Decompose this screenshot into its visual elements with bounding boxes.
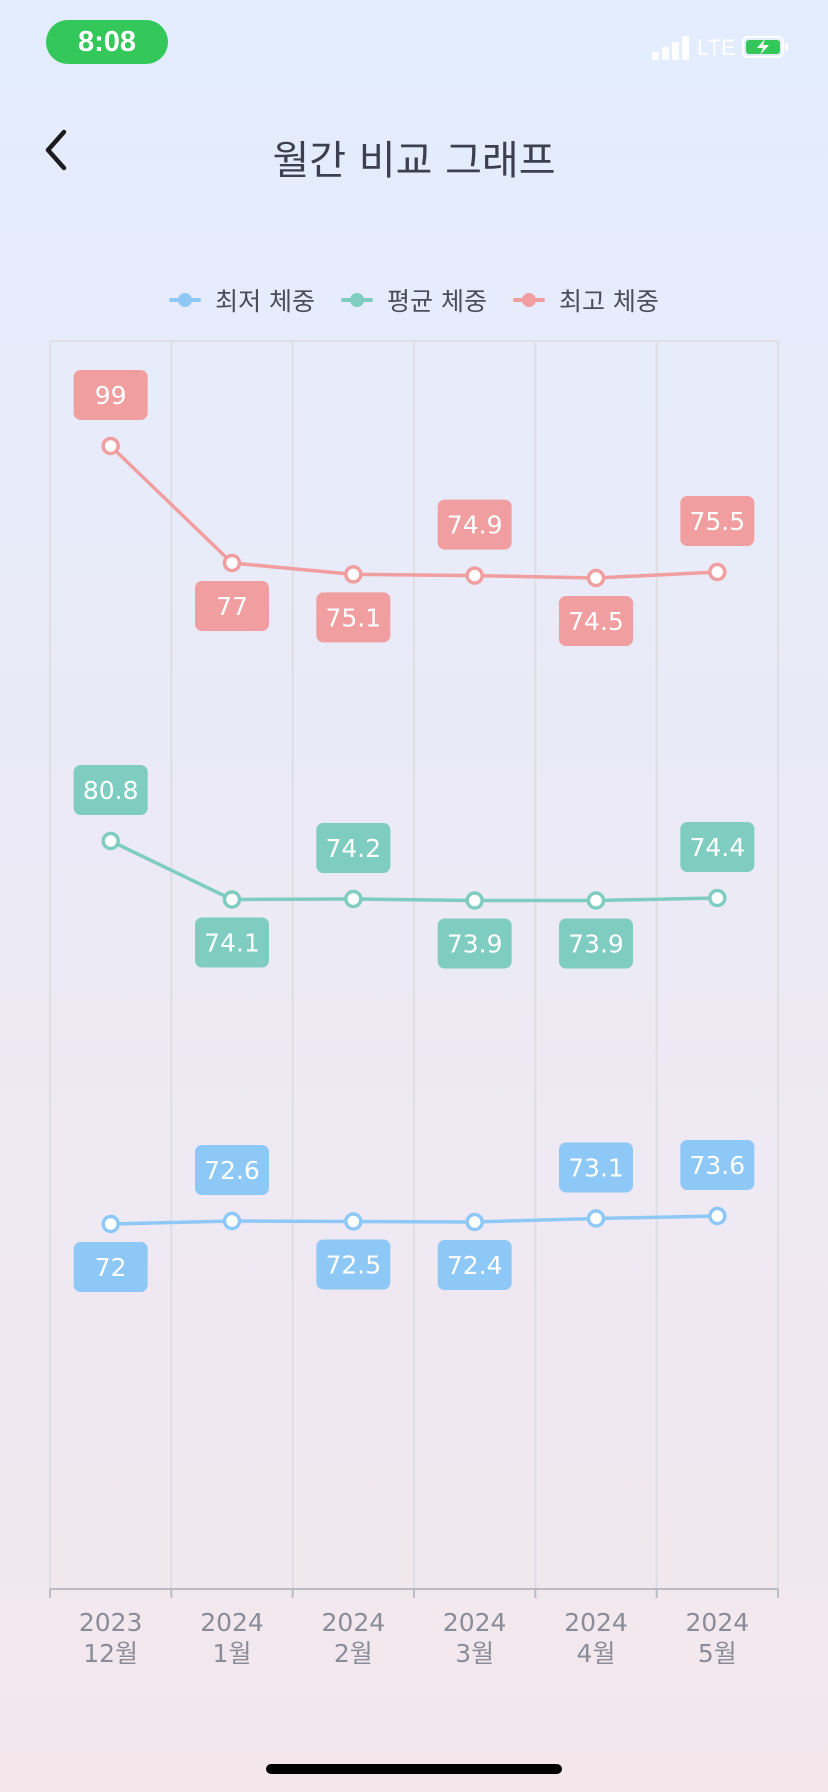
data-label-badge-min [73,1242,148,1292]
network-type: LTE [697,35,736,60]
data-point-min[interactable] [465,1212,484,1232]
data-point-min[interactable] [222,1211,242,1231]
data-point-max[interactable] [101,436,120,456]
x-tick-label-year: 2024 [322,1608,386,1637]
data-label-min: 72.6 [204,1156,260,1185]
data-label-badge-min [680,1140,755,1190]
data-point-max[interactable] [586,568,606,588]
data-label-avg: 74.4 [689,833,745,862]
data-label-badge-avg [437,918,512,969]
data-point-max[interactable] [222,553,242,573]
data-label-badge-max [437,499,512,550]
data-label-max: 74.9 [447,511,503,540]
series-line-avg [109,839,718,903]
data-label-min: 72.4 [447,1251,503,1280]
chevron-left-icon [45,129,67,171]
data-label-min: 73.6 [689,1151,745,1180]
data-label-max: 77 [216,592,248,621]
x-tick-label-month: 12월 [83,1639,138,1668]
data-label-badge-min [437,1240,512,1290]
data-label-badge-min [559,1142,633,1193]
x-tick-label-year: 2024 [564,1608,628,1637]
data-label-avg: 73.9 [447,930,503,959]
data-label-badge-avg [680,822,755,872]
header: 월간 비교 그래프 [0,110,828,190]
x-tick-label-year: 2024 [443,1608,507,1637]
x-tick-label-month: 5월 [698,1639,737,1668]
legend-marker-min-icon [169,293,202,307]
data-label-min: 72 [95,1253,127,1282]
data-point-min[interactable] [586,1209,606,1228]
data-point-max[interactable] [465,566,484,585]
data-label-avg: 73.9 [568,930,624,959]
data-label-badge-min [195,1145,269,1195]
x-tick-label-month: 3월 [455,1639,494,1668]
status-bar: 8:08 LTE [0,0,828,90]
data-label-badge-avg [316,823,391,873]
data-point-avg[interactable] [344,889,363,909]
data-label-badge-avg [559,918,633,969]
legend-label-max: 최고 체중 [558,287,659,316]
data-label-badge-avg [73,765,148,815]
data-label-avg: 80.8 [83,776,139,805]
data-label-badge-max [73,370,148,420]
legend-label-min: 최저 체중 [215,287,316,316]
x-tick-label-month: 2월 [334,1639,373,1668]
legend-item-avg[interactable]: 평균 체중 [341,282,487,318]
data-point-min[interactable] [101,1214,120,1234]
data-label-max: 75.5 [689,507,745,536]
data-point-max[interactable] [708,562,727,582]
x-tick-label-month: 1월 [213,1639,252,1668]
data-point-avg[interactable] [101,831,120,851]
data-label-min: 73.1 [568,1154,624,1183]
data-label-max: 99 [95,381,127,410]
legend-marker-avg-icon [341,293,374,307]
legend-item-max[interactable]: 최고 체중 [512,282,659,318]
data-label-avg: 74.2 [325,834,381,863]
x-tick-label-month: 4월 [577,1639,616,1668]
data-label-badge-max [195,581,269,631]
signal-icon [652,36,692,60]
data-label-max: 74.5 [568,607,624,636]
data-point-avg[interactable] [708,888,727,908]
page-title: 월간 비교 그래프 [272,138,556,184]
data-point-min[interactable] [344,1212,363,1231]
battery-charging-icon [742,36,788,58]
back-button[interactable] [34,124,82,176]
data-point-avg[interactable] [222,890,242,909]
status-time: 8:08 [46,20,168,64]
x-tick-label-year: 2023 [79,1608,143,1637]
series-line-min [110,1214,718,1226]
data-label-badge-avg [195,917,269,968]
data-label-min: 72.5 [325,1251,381,1280]
data-label-badge-max [316,592,391,643]
legend-item-min[interactable]: 최저 체중 [169,282,315,318]
data-label-avg: 74.1 [204,929,260,958]
chart-legend: 최저 체중 평균 체중 최고 체중 [0,280,828,320]
x-tick-label-year: 2024 [200,1608,264,1637]
data-point-max[interactable] [344,565,363,584]
home-indicator [266,1764,562,1774]
data-label-badge-max [559,596,633,646]
data-label-badge-min [316,1239,391,1290]
series-line-max [109,444,718,580]
data-label-max: 75.1 [325,603,381,632]
data-point-avg[interactable] [586,891,606,910]
legend-label-avg: 평균 체중 [387,287,487,316]
x-tick-label-year: 2024 [686,1608,750,1637]
legend-marker-max-icon [512,293,545,307]
data-point-min[interactable] [708,1206,727,1226]
data-point-avg[interactable] [465,891,484,910]
data-label-badge-max [680,496,755,546]
